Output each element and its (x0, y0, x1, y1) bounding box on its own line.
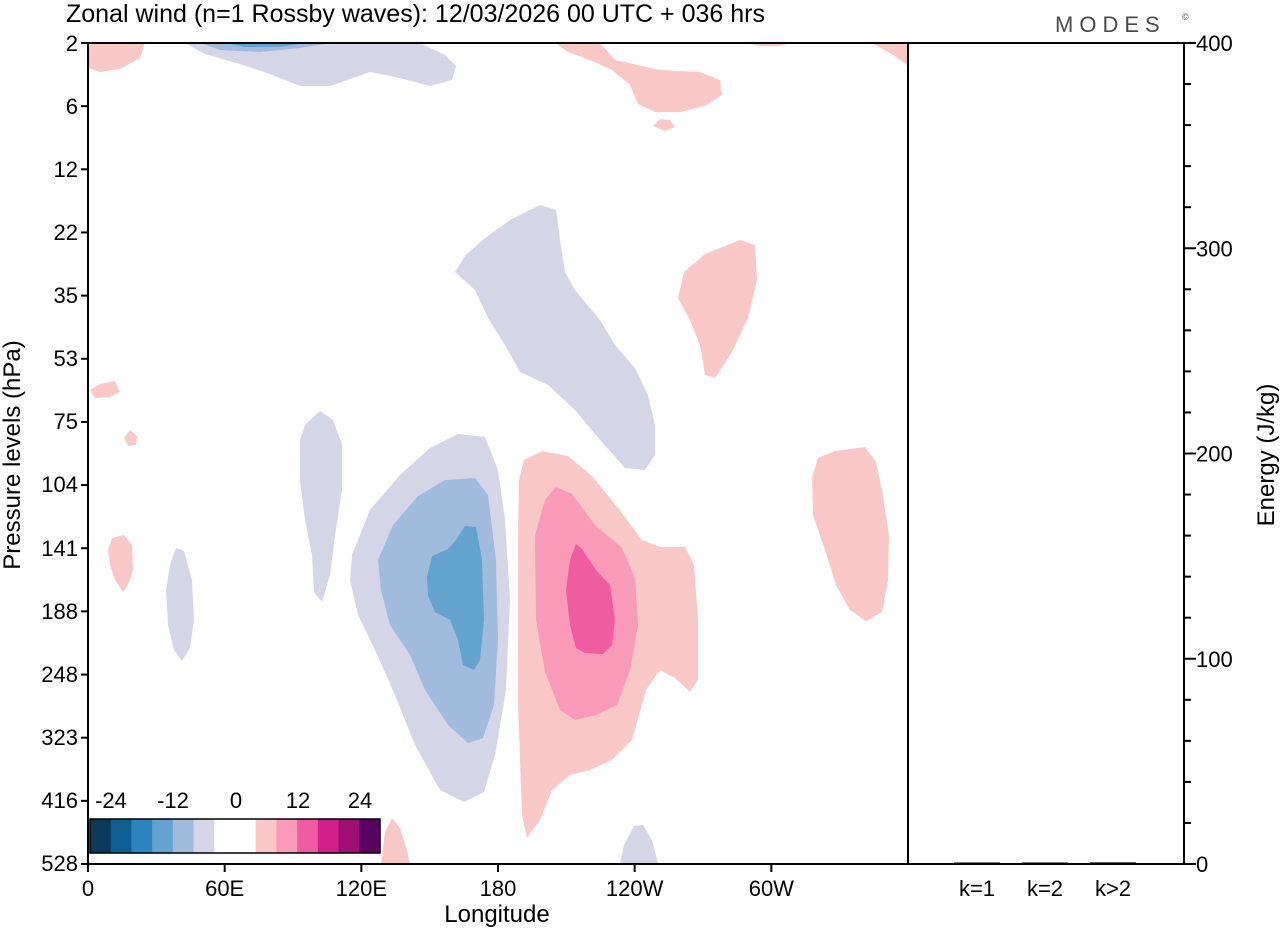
colorbar-swatch (317, 819, 339, 853)
x-tick-label: 0 (82, 876, 94, 901)
x-tick-label: 120W (606, 876, 664, 901)
colorbar-label: -24 (95, 788, 127, 813)
energy-bar (1022, 862, 1068, 864)
energy-tick-labels: 0 100 200 300 400 (1196, 31, 1233, 877)
y-tick-label: 53 (54, 346, 78, 371)
x-tick-label: 180 (480, 876, 517, 901)
y-tick-label: 75 (54, 409, 78, 434)
energy-category-labels: k=1 k=2 k>2 (959, 876, 1131, 901)
y-tick-label: 188 (41, 599, 78, 624)
contour-pos-top-right (872, 43, 908, 66)
y-tick-label: 6 (66, 94, 78, 119)
colorbar-swatch (152, 819, 174, 853)
y-tick-label: 141 (41, 536, 78, 561)
contour-neg2-top (200, 43, 330, 52)
energy-tick-marks (1184, 42, 1196, 865)
copyright-mark: © (1182, 12, 1189, 22)
contour-pos-upper-right (678, 240, 757, 378)
energy-category-label: k=1 (959, 876, 995, 901)
y-tick-label: 104 (41, 472, 78, 497)
y-tick-label: 35 (54, 283, 78, 308)
contour-neg-main-3 (427, 526, 484, 670)
contour-neg-top (185, 43, 456, 86)
contour-pos-right (812, 447, 889, 621)
colorbar-label: -12 (157, 788, 189, 813)
x-tick-label: 120E (336, 876, 387, 901)
colorbar-swatch (255, 819, 277, 853)
contour-field (88, 43, 908, 864)
y-tick-label: 22 (54, 220, 78, 245)
colorbar-swatch (90, 819, 112, 853)
y-tick-label: 528 (41, 851, 78, 876)
colorbar-label: 24 (348, 788, 372, 813)
modes-logo: MODES (1055, 12, 1166, 37)
energy-bar (1090, 862, 1136, 864)
colorbar-swatch (110, 819, 132, 853)
energy-category-label: k>2 (1095, 876, 1131, 901)
contour-pos-left-1 (90, 381, 120, 398)
colorbar-swatch (214, 819, 236, 853)
longitude-tick-labels: 0 60E 120E 180 120W 60W (82, 876, 794, 901)
colorbar-swatch (172, 819, 194, 853)
contour-pos-left-2 (124, 430, 137, 446)
y-tick-label: 12 (54, 157, 78, 182)
colorbar-swatch (297, 819, 319, 853)
y-axis-label: Pressure levels (hPa) (0, 340, 26, 569)
y-tick-label: 2 (66, 31, 78, 56)
colorbar-label: 0 (230, 788, 242, 813)
chart-title: Zonal wind (n=1 Rossby waves): 12/03/202… (66, 0, 765, 28)
colorbar-swatch (359, 819, 381, 853)
pressure-tick-labels: 2 6 12 22 35 53 75 104 141 188 248 323 4… (41, 31, 78, 876)
contour-pos-bottom (381, 818, 410, 864)
energy-tick-label: 100 (1196, 647, 1233, 672)
y-tick-label: 416 (41, 788, 78, 813)
contour-neg-bottom (620, 825, 658, 864)
contour-neg-left-2 (300, 411, 342, 602)
pressure-tick-marks (81, 42, 88, 865)
y-tick-label: 248 (41, 662, 78, 687)
colorbar-label: 12 (286, 788, 310, 813)
energy-bar (954, 862, 1000, 864)
energy-tick-label: 0 (1196, 852, 1208, 877)
contour-pos-top-small (653, 119, 675, 131)
colorbar-swatch (276, 819, 298, 853)
colorbar-labels: -24 -12 0 12 24 (95, 788, 372, 813)
contour-pos-main-3 (566, 544, 615, 654)
energy-tick-label: 400 (1196, 31, 1233, 56)
y-tick-label: 323 (41, 725, 78, 750)
contour-pos-topleft (88, 43, 145, 72)
x-axis-label: Longitude (444, 901, 549, 928)
contour-pos-left-3 (108, 535, 133, 592)
contour-neg-upper (455, 205, 655, 470)
energy-bars (954, 862, 1136, 864)
energy-tick-label: 200 (1196, 442, 1233, 467)
energy-tick-label: 300 (1196, 236, 1233, 261)
energy-category-label: k=2 (1027, 876, 1063, 901)
colorbar (89, 818, 381, 854)
colorbar-swatch (235, 819, 257, 853)
x-tick-label: 60E (205, 876, 244, 901)
colorbar-frame (89, 818, 381, 854)
contour-neg-left-1 (166, 548, 194, 661)
plot-frame (87, 42, 909, 865)
longitude-tick-marks (87, 864, 773, 872)
energy-axis-label: Energy (J/kg) (1253, 384, 1280, 527)
colorbar-swatch (193, 819, 215, 853)
colorbar-swatch (131, 819, 153, 853)
colorbar-swatch (338, 819, 360, 853)
contour-pos-top-center (555, 43, 722, 112)
x-tick-label: 60W (749, 876, 794, 901)
